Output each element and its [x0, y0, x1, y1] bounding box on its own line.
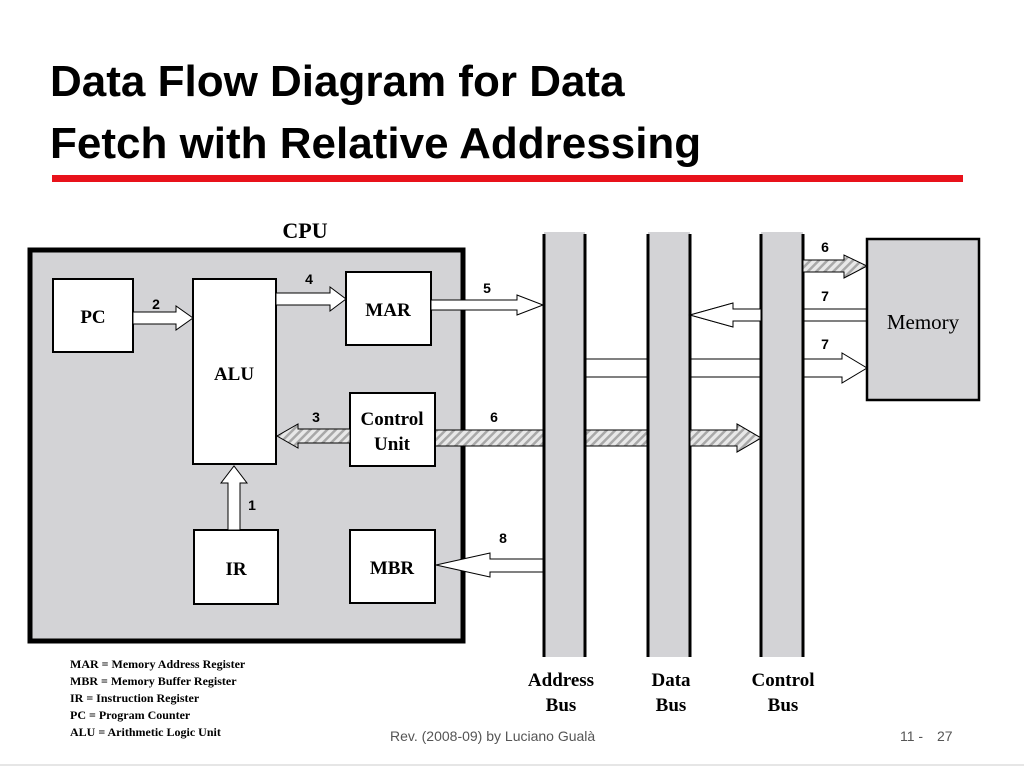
- step-3-label: 3: [312, 409, 320, 425]
- step-6-memory-label: 6: [821, 239, 829, 255]
- step-2-label: 2: [152, 296, 160, 312]
- legend-item: IR = Instruction Register: [70, 691, 200, 705]
- ir-register: [193, 529, 279, 605]
- step-1-label: 1: [248, 497, 256, 513]
- mar-label: MAR: [365, 300, 411, 321]
- mar-register: [345, 271, 432, 346]
- ir-label: IR: [225, 559, 246, 580]
- data-bus: [646, 232, 692, 657]
- step-7-data-label: 7: [821, 288, 829, 304]
- control-bus: [759, 232, 805, 657]
- legend-item: MBR = Memory Buffer Register: [70, 674, 237, 688]
- arrow-mar-to-address-bus: [430, 294, 545, 316]
- legend-item: PC = Program Counter: [70, 708, 191, 722]
- control-bus-label-2: Bus: [768, 695, 799, 716]
- pc-label: PC: [80, 307, 105, 328]
- arrow-cu-to-control-bus-head: [689, 423, 762, 453]
- legend-item: ALU = Arithmetic Logic Unit: [70, 725, 221, 739]
- control-unit-label-2: Unit: [374, 434, 411, 455]
- control-unit-label-1: Control: [361, 409, 424, 430]
- arrow-alu-to-mar: [275, 286, 347, 312]
- arrow-ir-to-alu: [219, 465, 249, 531]
- address-bus: [542, 232, 587, 657]
- mbr-label: MBR: [370, 558, 415, 579]
- arrow-memory-to-data-bus-head: [688, 302, 762, 328]
- alu-block: [192, 278, 277, 465]
- title-rule: [52, 175, 963, 182]
- control-bus-label-1: Control: [752, 670, 815, 691]
- page-number: 27: [937, 728, 953, 744]
- arrow-address-bus-to-memory: [584, 352, 868, 384]
- title-line-2: Fetch with Relative Addressing: [50, 119, 701, 168]
- footer-chapter: 11 -: [900, 728, 923, 744]
- data-bus-label-2: Bus: [656, 695, 687, 716]
- alu-label: ALU: [214, 364, 254, 385]
- legend-item: MAR = Memory Address Register: [70, 657, 246, 671]
- pc-register: [52, 278, 134, 353]
- memory-label: Memory: [887, 310, 960, 334]
- footer-credit: Rev. (2008-09) by Luciano Gualà: [390, 728, 595, 744]
- title-line-1: Data Flow Diagram for Data: [50, 57, 625, 106]
- step-7-address-label: 7: [821, 336, 829, 352]
- arrow-pc-to-alu: [132, 305, 194, 331]
- arrow-cu-to-alu: [275, 423, 351, 449]
- step-8-label: 8: [499, 530, 507, 546]
- address-bus-label-2: Bus: [546, 695, 577, 716]
- arrow-address-bus-to-mbr: [435, 552, 544, 578]
- step-6-label: 6: [490, 409, 498, 425]
- cpu-label: CPU: [282, 218, 327, 243]
- arrow-control-bus-to-memory: [802, 254, 869, 279]
- address-bus-label-1: Address: [528, 670, 594, 691]
- mbr-register: [349, 529, 436, 604]
- control-unit-block: [349, 392, 436, 467]
- data-bus-label-1: Data: [651, 670, 691, 691]
- memory-block: [865, 237, 981, 402]
- step-4-label: 4: [305, 271, 313, 287]
- step-5-label: 5: [483, 280, 491, 296]
